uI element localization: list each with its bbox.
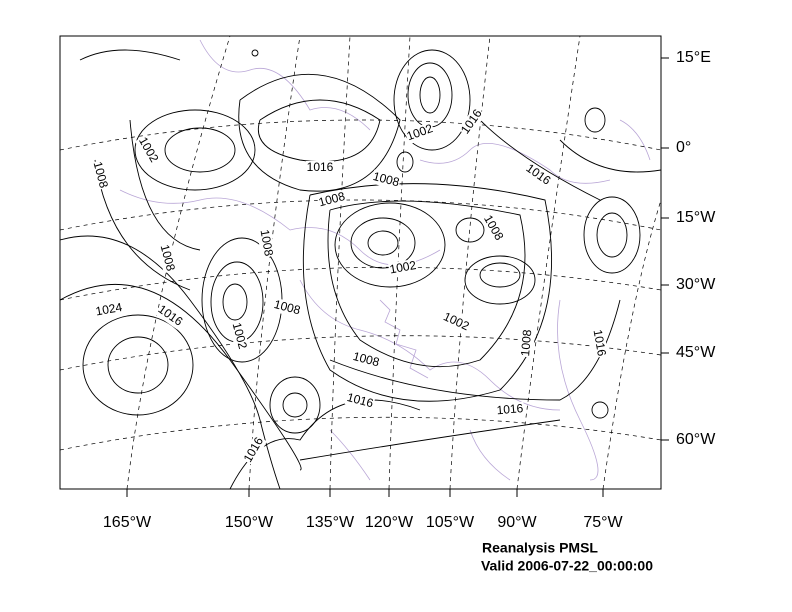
contour-label-bg bbox=[256, 227, 276, 259]
contour-label-bg bbox=[271, 297, 303, 319]
contour-label-bg bbox=[93, 300, 125, 320]
lon-label: 165°W bbox=[103, 514, 152, 531]
contour-label-bg bbox=[589, 327, 609, 359]
contour-label: 1008 bbox=[317, 189, 347, 210]
contour-label: 1016 bbox=[591, 328, 609, 357]
map-field bbox=[60, 36, 661, 489]
contour-label: 1002 bbox=[388, 258, 417, 276]
contour-label: 1016 bbox=[307, 160, 334, 174]
lon-label: 135°W bbox=[306, 514, 355, 531]
contour-label: 1008 bbox=[518, 329, 534, 357]
lat-label: 15°W bbox=[676, 209, 716, 226]
contour-label: 1024 bbox=[94, 300, 123, 318]
contour-label-bg bbox=[89, 159, 111, 191]
contour-label-bg bbox=[387, 258, 419, 278]
contour-label-bg bbox=[240, 434, 268, 466]
contour-label-bg bbox=[154, 302, 186, 330]
map-frame bbox=[59, 35, 662, 490]
contour-label-bg bbox=[344, 390, 376, 412]
contour-label-bg bbox=[404, 121, 436, 145]
contour-label-bg bbox=[306, 161, 334, 175]
lat-label: 0° bbox=[676, 139, 691, 156]
isobars bbox=[60, 49, 661, 489]
graticule bbox=[60, 36, 661, 489]
contour-label: 1008 bbox=[258, 228, 276, 257]
contour-label-bg bbox=[350, 349, 382, 371]
contour-label-bg bbox=[440, 309, 472, 335]
lon-label: 105°W bbox=[426, 514, 475, 531]
contour-label: 1002 bbox=[230, 321, 251, 351]
labels: 15°E 0° 15°W 30°W 45°W 60°W 165°W 150°W 135°W 120… bbox=[89, 49, 716, 574]
contour-label-bg bbox=[495, 401, 525, 419]
contour-label: 1008 bbox=[352, 349, 382, 370]
contour-label-bg bbox=[316, 189, 348, 211]
caption-title: Reanalysis PMSL bbox=[482, 540, 598, 556]
contour-label-bg bbox=[522, 161, 554, 189]
contour-label-bg bbox=[134, 134, 162, 166]
contour-label: 1008 bbox=[372, 169, 402, 190]
lon-label: 150°W bbox=[225, 514, 274, 531]
contour-label-bg bbox=[228, 320, 250, 352]
lat-label: 30°W bbox=[676, 276, 716, 293]
contour-label: 1016 bbox=[496, 401, 524, 417]
contour-label-bg bbox=[370, 169, 402, 191]
contour-label: 1008 bbox=[273, 297, 303, 318]
contour-label: 1008 bbox=[91, 160, 112, 190]
contour-label-bg bbox=[156, 242, 178, 274]
lat-label: 60°W bbox=[676, 431, 716, 448]
contour-label-bg bbox=[458, 106, 486, 138]
lon-label: 90°W bbox=[497, 514, 537, 531]
contour-label-bg bbox=[479, 212, 507, 244]
contour-label: 1016 bbox=[346, 390, 376, 411]
caption-valid: Valid 2006-07-22_00:00:00 bbox=[481, 558, 653, 574]
lon-label: 120°W bbox=[365, 514, 414, 531]
lat-label: 15°E bbox=[676, 49, 711, 66]
contour-label: 1008 bbox=[158, 243, 179, 273]
lon-label: 75°W bbox=[583, 514, 623, 531]
contour-label-bg bbox=[518, 328, 536, 358]
lat-label: 45°W bbox=[676, 344, 716, 361]
